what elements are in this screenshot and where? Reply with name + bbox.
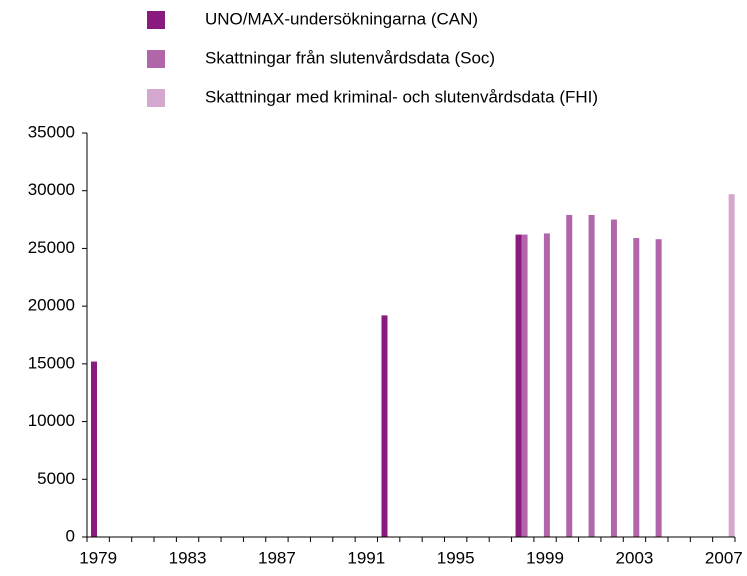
bar [566, 214, 573, 537]
x-tick-label: 1999 [526, 548, 564, 567]
x-tick-label: 2007 [705, 548, 743, 567]
legend-swatch [147, 11, 165, 29]
bar [655, 239, 662, 538]
legend-label: Skattningar från slutenvårdsdata (Soc) [205, 48, 495, 67]
x-tick-label: 1979 [79, 548, 117, 567]
legend-swatch [147, 50, 165, 68]
bar [381, 315, 388, 537]
x-tick-label: 1991 [347, 548, 385, 567]
legend-label: Skattningar med kriminal- och slutenvård… [205, 87, 598, 106]
x-tick-label: 1987 [258, 548, 296, 567]
bar [543, 233, 550, 537]
bar [728, 194, 735, 538]
y-tick-label: 25000 [28, 238, 75, 257]
y-tick-label: 30000 [28, 180, 75, 199]
bar [588, 214, 595, 537]
legend-label: UNO/MAX-undersökningarna (CAN) [205, 9, 478, 28]
bar [515, 234, 522, 537]
y-tick-label: 20000 [28, 296, 75, 315]
x-tick-label: 1983 [169, 548, 207, 567]
y-tick-label: 35000 [28, 122, 75, 141]
bar [91, 361, 97, 537]
y-tick-label: 10000 [28, 411, 75, 430]
y-tick-label: 15000 [28, 353, 75, 372]
x-tick-label: 1995 [437, 548, 475, 567]
bar [610, 219, 617, 538]
x-tick-label: 2003 [616, 548, 654, 567]
y-tick-label: 0 [66, 526, 75, 545]
bar [633, 238, 640, 538]
bar [521, 234, 528, 537]
legend-swatch [147, 89, 165, 107]
y-tick-label: 5000 [37, 469, 75, 488]
